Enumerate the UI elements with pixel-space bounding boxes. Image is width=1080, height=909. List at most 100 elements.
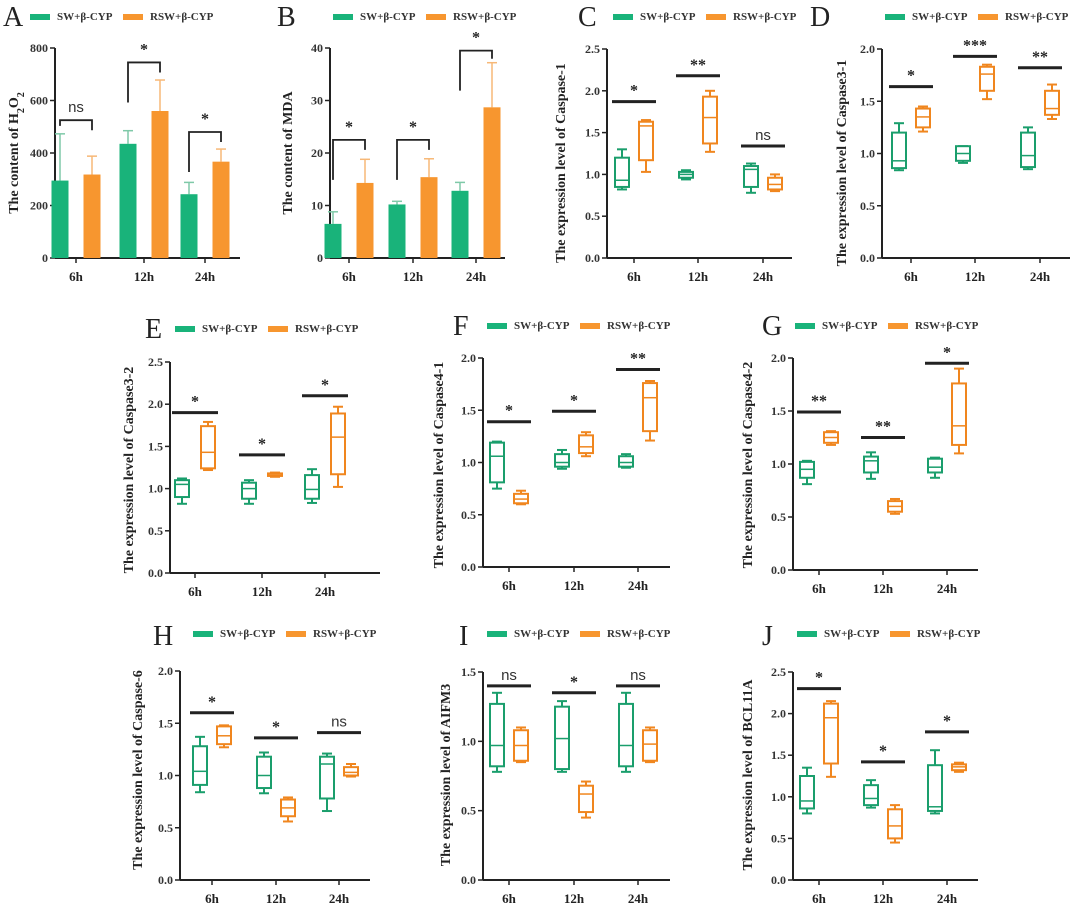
box bbox=[642, 729, 658, 762]
y-tick-label: 1.0 bbox=[148, 482, 163, 496]
box bbox=[319, 755, 335, 800]
y-tick-label: 2.0 bbox=[158, 664, 173, 678]
y-tick-label: 0.0 bbox=[148, 566, 163, 580]
box-sw bbox=[927, 456, 943, 479]
legend-swatch-sw bbox=[30, 14, 50, 20]
legend: SW+β-CYP RSW+β-CYP bbox=[30, 11, 214, 23]
legend-swatch-sw bbox=[193, 631, 213, 637]
legend-label-rsw: RSW+β-CYP bbox=[917, 628, 981, 640]
box-sw bbox=[319, 752, 335, 813]
bar bbox=[180, 194, 198, 258]
y-tick-label: 2.0 bbox=[860, 42, 875, 56]
x-tick-label: 12h bbox=[873, 581, 894, 596]
bar bbox=[119, 143, 137, 258]
legend-swatch-sw bbox=[797, 631, 817, 637]
significance-label: ns bbox=[501, 667, 517, 684]
box-sw bbox=[489, 691, 505, 773]
significance-label: * bbox=[570, 674, 578, 691]
significance-label: * bbox=[321, 377, 329, 394]
box-sw bbox=[489, 440, 505, 490]
y-tick-label: 0.0 bbox=[771, 563, 786, 577]
bar bbox=[388, 204, 406, 258]
y-tick-label: 0.0 bbox=[860, 251, 875, 265]
x-tick-label: 24h bbox=[937, 581, 958, 596]
significance-label: * bbox=[191, 394, 199, 411]
significance-label: ** bbox=[630, 350, 646, 367]
bar bbox=[420, 177, 438, 258]
box-sw bbox=[614, 148, 630, 191]
x-tick-label: 24h bbox=[937, 891, 958, 906]
legend-swatch-sw bbox=[333, 14, 353, 20]
y-tick-label: 0.0 bbox=[461, 560, 476, 574]
box-sw bbox=[1020, 126, 1036, 171]
box-rsw bbox=[216, 724, 232, 749]
x-tick-label: 12h bbox=[266, 891, 287, 906]
box bbox=[343, 766, 359, 777]
legend-label-sw: SW+β-CYP bbox=[514, 320, 570, 332]
legend-swatch-sw bbox=[487, 323, 507, 329]
y-tick-label: 20 bbox=[311, 146, 323, 160]
legend: SW+β-CYP RSW+β-CYP bbox=[613, 11, 797, 23]
box-rsw bbox=[330, 405, 346, 488]
x-tick-label: 24h bbox=[329, 891, 350, 906]
box bbox=[256, 755, 272, 790]
significance-label: ns bbox=[755, 127, 771, 144]
y-tick-label: 0 bbox=[42, 251, 48, 265]
legend-swatch-sw bbox=[885, 14, 905, 20]
y-tick-label: 1.5 bbox=[771, 748, 786, 762]
panel-g: G SW+β-CYP RSW+β-CYP 0.0 0.5 1.0 1.5 2.0 6h 12h 24… bbox=[741, 311, 979, 596]
significance-label: * bbox=[258, 436, 266, 453]
y-tick-label: 2.0 bbox=[585, 84, 600, 98]
significance-label: * bbox=[201, 111, 209, 128]
y-tick-label: 1.0 bbox=[585, 167, 600, 181]
panel-letter: F bbox=[453, 311, 469, 342]
significance-label: * bbox=[570, 392, 578, 409]
box-sw bbox=[174, 477, 190, 505]
panel-letter: C bbox=[578, 2, 597, 33]
legend-label-rsw: RSW+β-CYP bbox=[607, 628, 671, 640]
box bbox=[1020, 131, 1036, 169]
panel-letter: G bbox=[762, 311, 782, 342]
significance-label: ** bbox=[875, 419, 891, 436]
significance-bracket bbox=[459, 49, 493, 91]
box-rsw bbox=[638, 119, 654, 173]
y-tick-label: 0.5 bbox=[585, 209, 600, 223]
x-tick-label: 12h bbox=[688, 269, 709, 284]
x-tick-label: 6h bbox=[502, 891, 517, 906]
y-tick-label: 0.0 bbox=[461, 873, 476, 887]
box bbox=[863, 784, 879, 807]
y-tick-label: 30 bbox=[311, 94, 323, 108]
box bbox=[887, 808, 903, 840]
bar bbox=[356, 182, 374, 258]
legend: SW+β-CYP RSW+β-CYP bbox=[487, 628, 671, 640]
y-tick-label: 1.0 bbox=[771, 457, 786, 471]
significance-label: * bbox=[815, 670, 823, 687]
box bbox=[554, 453, 570, 468]
panel-letter: A bbox=[3, 2, 24, 33]
box-rsw bbox=[578, 780, 594, 819]
y-tick-label: 600 bbox=[30, 94, 48, 108]
legend-swatch-rsw bbox=[286, 631, 306, 637]
legend-swatch-rsw bbox=[580, 323, 600, 329]
box bbox=[578, 784, 594, 814]
x-tick-label: 6h bbox=[502, 578, 517, 593]
box bbox=[799, 775, 815, 810]
x-tick-label: 12h bbox=[873, 891, 894, 906]
y-axis-title: The expression level of Caspase3-1 bbox=[835, 60, 850, 267]
panel-letter: D bbox=[810, 2, 830, 33]
bar bbox=[51, 180, 69, 258]
box-rsw bbox=[578, 431, 594, 458]
box bbox=[241, 481, 257, 500]
box-sw bbox=[618, 691, 634, 773]
y-tick-label: 1.5 bbox=[860, 94, 875, 108]
box bbox=[1044, 89, 1060, 116]
panel-i: I SW+β-CYP RSW+β-CYP 0.0 0.5 1.0 1.5 6h 12h 24h Th… bbox=[439, 621, 671, 906]
legend-label-rsw: RSW+β-CYP bbox=[915, 320, 979, 332]
box-sw bbox=[891, 122, 907, 172]
legend-swatch-rsw bbox=[706, 14, 726, 20]
y-tick-label: 1.5 bbox=[461, 403, 476, 417]
box-rsw bbox=[702, 89, 718, 153]
box-sw bbox=[799, 766, 815, 815]
significance-label: ** bbox=[811, 393, 827, 410]
x-tick-label: 6h bbox=[342, 269, 357, 284]
